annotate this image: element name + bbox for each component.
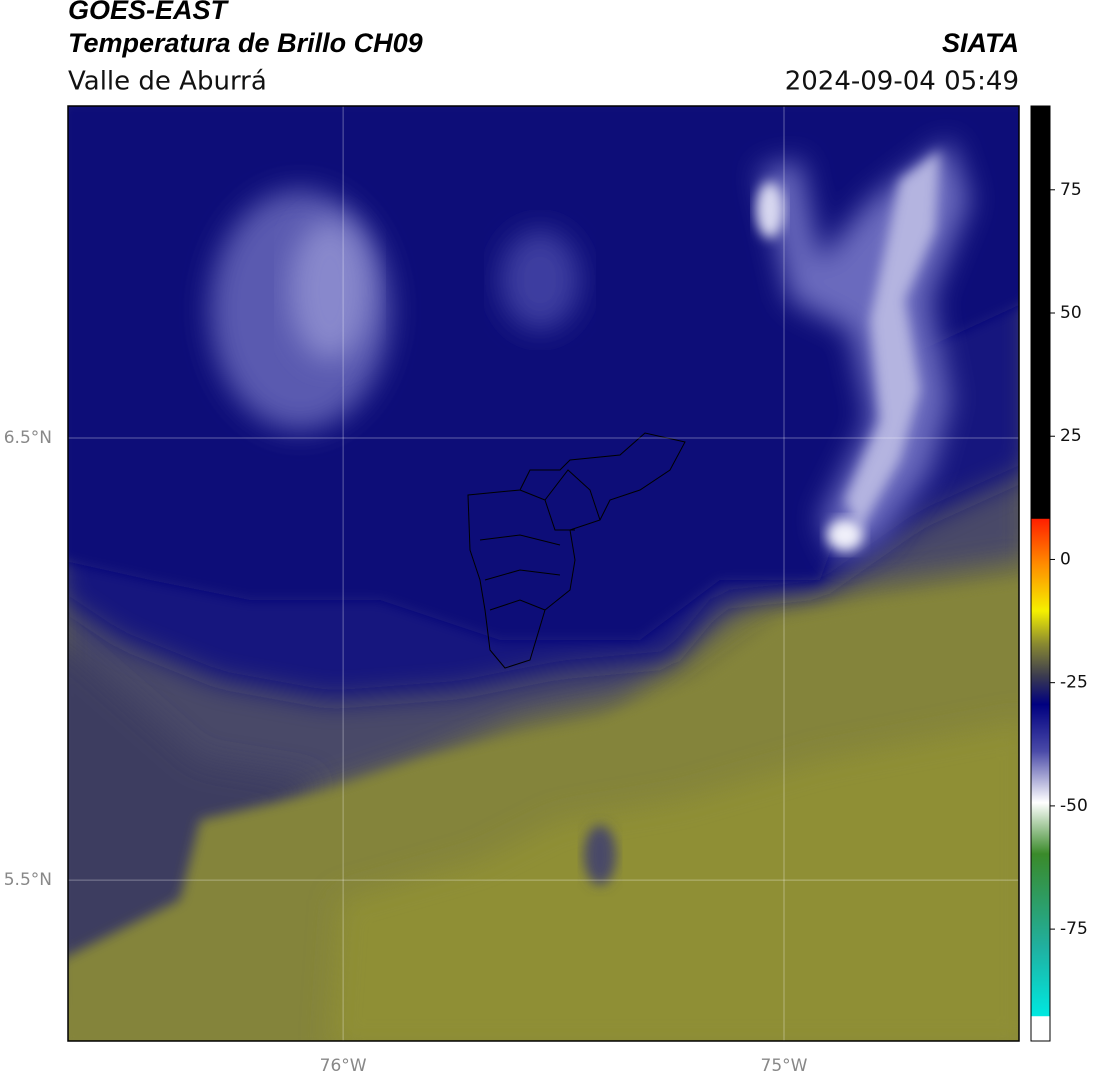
region: Valle de Aburrá (68, 67, 267, 97)
colorbar-tick-label: -75 (1060, 919, 1088, 939)
lat-label: 6.5°N (4, 428, 52, 448)
colorbar-tick-label: -50 (1060, 796, 1088, 816)
lat-label: 5.5°N (4, 870, 52, 890)
datetime: 2024-09-04 05:49 (785, 67, 1019, 97)
boundaries (467, 432, 686, 669)
colorbar-tick-label: 0 (1060, 549, 1071, 569)
grid (68, 106, 1019, 1041)
map-frame (67, 105, 1020, 1042)
colorbar-tick-label: 25 (1060, 426, 1082, 446)
title: GOES-EAST (68, 0, 230, 25)
satellite-image (68, 106, 1019, 1041)
subtitle: Temperatura de Brillo CH09 (68, 28, 423, 58)
colorbar-tick-label: 75 (1060, 180, 1082, 200)
lon-label: 75°W (761, 1056, 808, 1076)
colorbar-tick-label: -25 (1060, 673, 1088, 693)
colorbar-tick-label: 50 (1060, 303, 1082, 323)
lon-label: 76°W (320, 1056, 367, 1076)
source: SIATA (942, 28, 1019, 58)
colorbar (1030, 105, 1051, 1042)
